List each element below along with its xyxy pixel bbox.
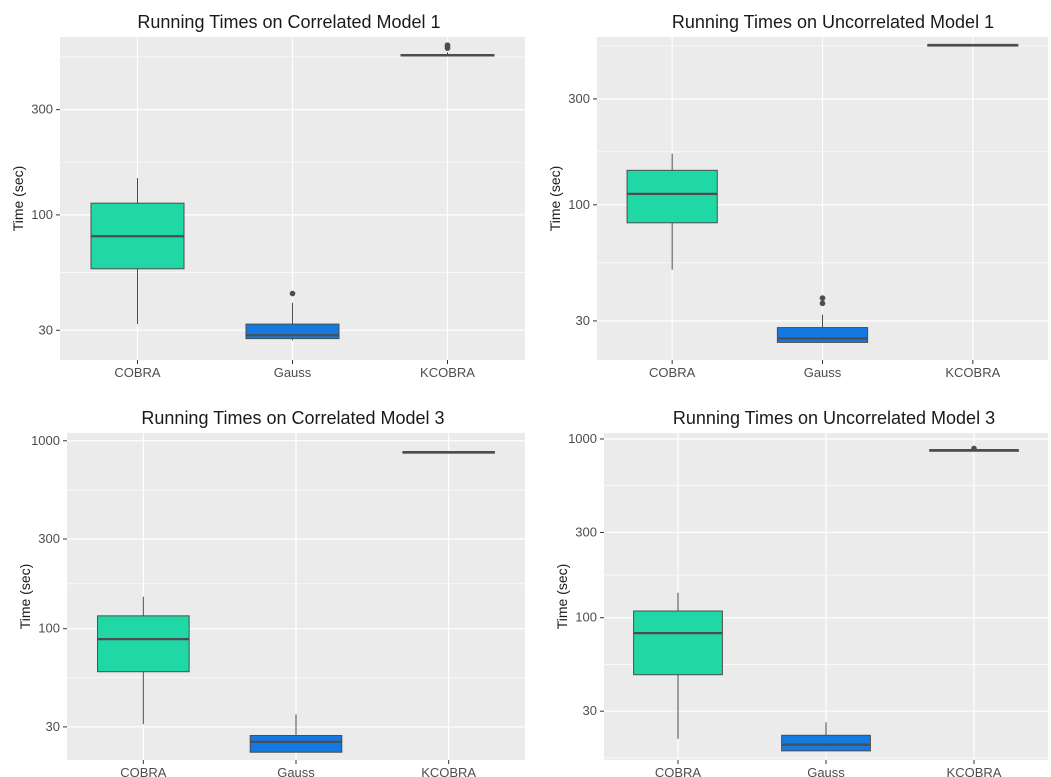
x-tick-label: COBRA [649,365,696,380]
y-tick-label: 300 [568,91,590,106]
y-tick-label: 300 [38,531,60,546]
box-gauss [249,714,343,753]
x-tick-label: Gauss [804,365,842,380]
x-tick-label: COBRA [120,765,167,777]
y-tick-label: 30 [46,719,60,734]
y-axis-title: Time (sec) [547,166,563,232]
x-tick-label: Gauss [274,365,312,380]
x-tick-label: KCOBRA [421,765,476,777]
box-cobra [90,177,185,325]
box-kcobra [400,42,495,57]
box-body [97,615,190,673]
x-tick-label: KCOBRA [420,365,475,380]
y-tick-label: 100 [575,610,597,625]
y-tick-label: 1000 [568,431,597,446]
box-cobra [97,596,190,725]
x-tick-label: KCOBRA [945,365,1000,380]
box-body [633,610,723,676]
box-gauss [245,290,340,341]
panel-2: 30 100 300 COBRA Gauss KCOBRA Time (sec) Runnin… [547,12,1048,380]
y-tick-label: 300 [31,102,53,117]
outlier-point [289,290,296,297]
panel-title: Running Times on Correlated Model 1 [137,12,440,32]
x-tick-label: COBRA [655,765,702,777]
panel-title: Running Times on Uncorrelated Model 1 [672,12,994,32]
outlier-point [819,300,826,307]
outlier-point [819,295,826,301]
box-gauss [781,722,871,752]
y-tick-label: 100 [31,207,53,222]
y-axis-title: Time (sec) [10,166,26,232]
y-tick-label: 300 [575,524,597,539]
box-body [626,169,718,224]
y-tick-label: 1000 [31,433,60,448]
y-tick-label: 100 [38,621,60,636]
y-axis-title: Time (sec) [17,564,33,630]
y-tick-label: 30 [583,703,597,718]
box-kcobra [402,451,495,454]
y-axis-title: Time (sec) [554,564,570,630]
y-tick-label: 100 [568,197,590,212]
box-body [781,734,871,752]
y-tick-label: 30 [576,313,590,328]
box-kcobra [929,445,1019,452]
box-cobra [626,153,718,270]
x-tick-label: Gauss [277,765,315,777]
panel-4: 30 100 300 1000 COBRA Gauss KCOBRA Time (sec) Ru… [554,408,1048,777]
x-tick-label: KCOBRA [947,765,1002,777]
panel-title: Running Times on Uncorrelated Model 3 [673,408,995,428]
x-tick-label: Gauss [807,765,845,777]
x-tick-label: COBRA [114,365,161,380]
box-kcobra [927,43,1019,47]
outlier-point [971,445,977,452]
box-gauss [776,295,869,343]
panel-title: Running Times on Correlated Model 3 [141,408,444,428]
y-tick-label: 30 [39,322,53,337]
box-body [776,327,869,343]
outlier-point [444,42,451,48]
box-body [245,323,340,340]
box-cobra [633,592,723,739]
box-body [249,735,343,753]
panel-1: 30 100 300 COBRA Gauss KCOBRA Time (sec) Runnin… [10,12,525,380]
panel-3: 30 100 300 1000 COBRA Gauss KCOBRA Time (sec) Ru… [17,408,525,777]
